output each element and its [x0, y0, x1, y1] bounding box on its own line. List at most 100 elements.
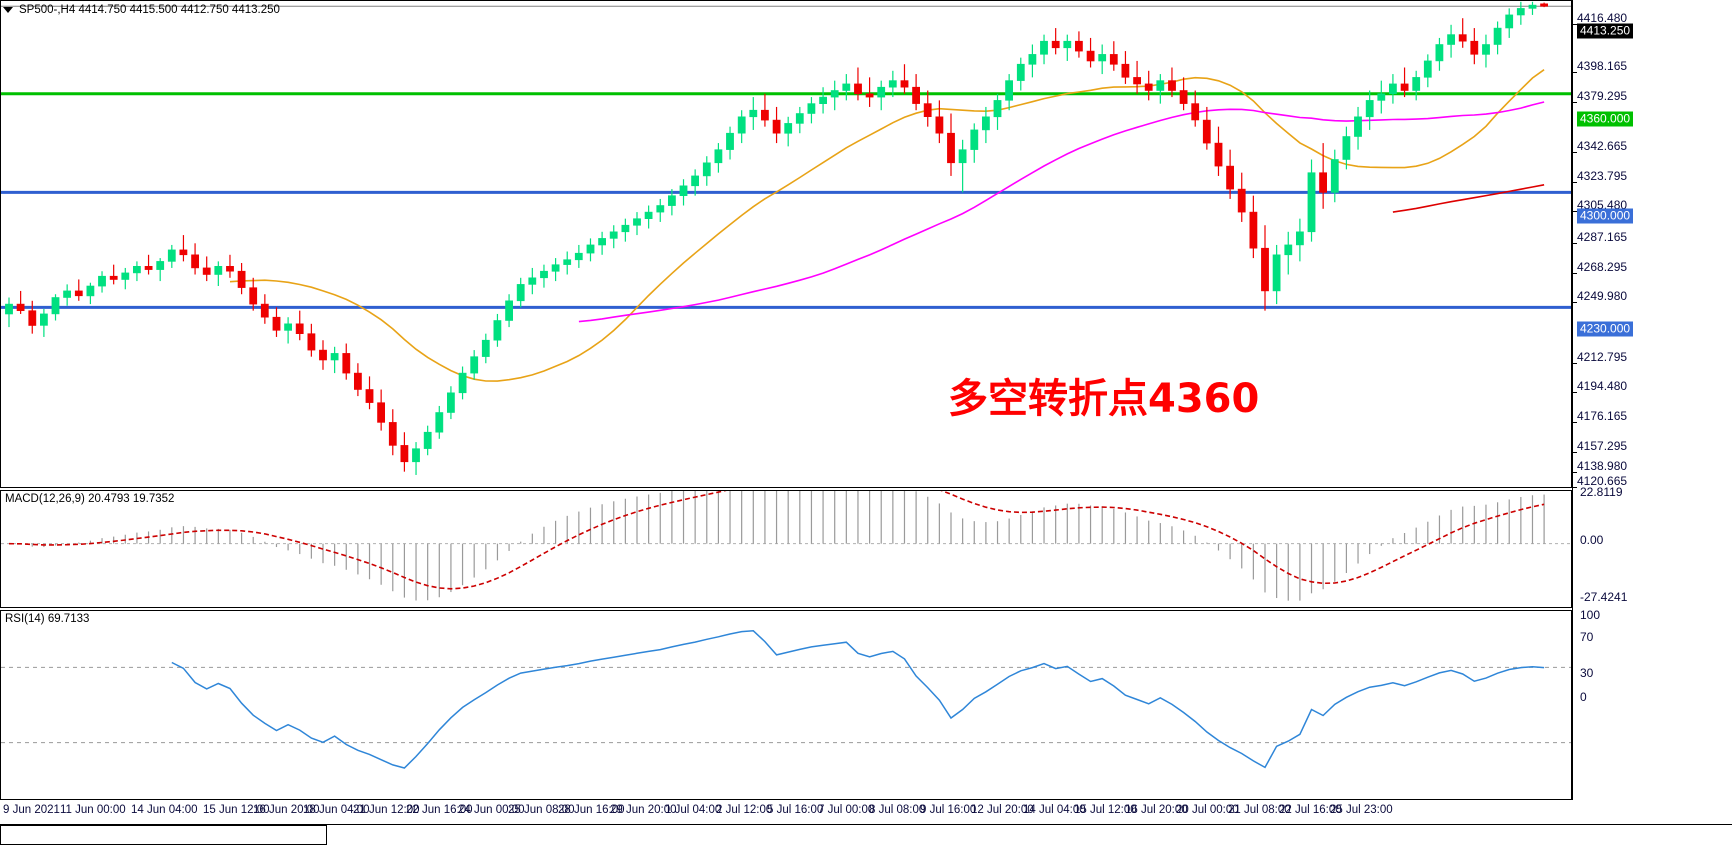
rsi-axis-label-value: 30 [1580, 666, 1594, 680]
price-axis-label: 4249.980 [1573, 290, 1627, 308]
price-axis-label-value: 4268.295 [1577, 260, 1628, 274]
price-axis-label-value: 4120.665 [1577, 474, 1628, 488]
time-axis-label: 29 Jun 20:00 [610, 804, 677, 816]
price-axis-label-value: 4342.665 [1577, 139, 1628, 153]
price-axis-label: 4360.000 [1573, 111, 1634, 134]
time-axis-label: 16 Jun 20:00 [253, 804, 320, 816]
price-axis-label: 4268.295 [1573, 261, 1627, 279]
time-axis-label: 12 Jul 20:00 [971, 804, 1034, 816]
axis-tick [1573, 472, 1577, 473]
price-axis-label: 4413.250 [1573, 23, 1634, 46]
scrollbar-thumb[interactable] [0, 825, 327, 845]
macd-indicator-label: MACD(12,26,9) 20.4793 19.7352 [5, 493, 175, 505]
time-axis-label: 2 Jul 12:00 [716, 804, 773, 816]
time-axis-label: 15 Jul 12:00 [1074, 804, 1137, 816]
price-axis-label-value: 4157.295 [1577, 439, 1628, 453]
rsi-axis-label: 70 [1573, 631, 1593, 649]
time-axis-label: 9 Jul 16:00 [920, 804, 977, 816]
time-axis-label: 25 Jul 23:00 [1330, 804, 1393, 816]
time-axis[interactable]: 9 Jun 2021 11 Jun 00:00 14 Jun 04:00 15 Jun… [0, 800, 1732, 822]
chart-title-bar: SP500-,H4 4414.750 4415.500 4412.750 441… [3, 3, 280, 17]
axis-tick [1573, 452, 1577, 453]
rsi-axis-label-value: 100 [1580, 608, 1601, 622]
price-axis-label: 4176.165 [1573, 410, 1627, 428]
price-axis-label: 4212.795 [1573, 351, 1627, 369]
price-axis-label-value: 4249.980 [1577, 289, 1628, 303]
time-axis-label: 15 Jun 12:00 [203, 804, 270, 816]
price-axis-label: 4287.165 [1573, 231, 1627, 249]
price-axis-label-value: 4194.480 [1577, 379, 1628, 393]
rsi-axis-label-value: 70 [1580, 630, 1594, 644]
price-axis-label-value: 4138.980 [1577, 459, 1628, 473]
macd-axis-label-value: -27.4241 [1580, 590, 1628, 604]
time-axis-label: 8 Jul 08:00 [869, 804, 926, 816]
axis-tick [1573, 102, 1577, 103]
time-axis-label: 24 Jun 00:00 [458, 804, 525, 816]
price-axis-label-value: 4230.000 [1577, 321, 1634, 337]
time-axis-label: 20 Jul 00:00 [1176, 804, 1239, 816]
rsi-axis-label: 30 [1573, 667, 1593, 685]
axis-tick [1573, 392, 1577, 393]
axis-tick [1573, 152, 1577, 153]
time-axis-label: 5 Jul 16:00 [767, 804, 824, 816]
price-axis-label-value: 4300.000 [1577, 208, 1634, 224]
price-axis-label: 4138.980 [1573, 460, 1627, 478]
axis-tick [1573, 487, 1577, 488]
rsi-chart-svg [1, 630, 1571, 769]
axis-tick [1573, 211, 1577, 212]
price-axis-label: 4342.665 [1573, 140, 1627, 158]
macd-axis-label: 22.8119 [1573, 486, 1623, 504]
price-axis-label-value: 4176.165 [1577, 409, 1628, 423]
time-axis-label: 16 Jul 20:00 [1125, 804, 1188, 816]
time-axis-label: 18 Jun 04:00 [303, 804, 370, 816]
axis-tick [1573, 422, 1577, 423]
rsi-panel[interactable] [0, 610, 1572, 800]
price-axis-label-value: 4305.480 [1577, 198, 1628, 212]
axis-tick [1573, 72, 1577, 73]
macd-axis-label: 0.00 [1573, 534, 1603, 552]
time-axis-label: 14 Jul 04:00 [1023, 804, 1086, 816]
price-axis-label-value: 4416.480 [1577, 11, 1628, 25]
time-axis-label: 22 Jul 16:00 [1279, 804, 1342, 816]
rsi-axis-label-value: 0 [1580, 690, 1587, 704]
time-axis-label: 14 Jun 04:00 [131, 804, 198, 816]
price-axis-label-value: 4398.165 [1577, 59, 1628, 73]
time-axis-label: 25 Jun 08:00 [508, 804, 575, 816]
price-axis-label: 4230.000 [1573, 321, 1634, 344]
price-axis-label-value: 4287.165 [1577, 230, 1628, 244]
price-chart-panel[interactable] [0, 0, 1572, 488]
axis-tick [1573, 182, 1577, 183]
macd-axis-label: -27.4241 [1573, 591, 1627, 609]
rsi-axis-label: 0 [1573, 691, 1587, 709]
time-axis-label: 22 Jun 16:00 [406, 804, 473, 816]
time-axis-label: 1 Jul 04:00 [665, 804, 722, 816]
time-axis-label: 21 Jul 08:00 [1228, 804, 1291, 816]
axis-tick [1573, 243, 1577, 244]
axis-tick [1573, 24, 1577, 25]
time-axis-label: 28 Jun 16:00 [558, 804, 625, 816]
rsi-indicator-label: RSI(14) 69.7133 [5, 613, 90, 625]
price-axis-label-value: 4360.000 [1577, 111, 1634, 127]
chart-annotation-text: 多空转折点4360 [948, 376, 1260, 422]
symbol-ohlc-label: SP500-,H4 4414.750 4415.500 4412.750 441… [19, 4, 280, 16]
price-axis-label: 4194.480 [1573, 380, 1627, 398]
price-axis-label-value: 4323.795 [1577, 169, 1628, 183]
price-axis-label: 4300.000 [1573, 208, 1634, 231]
time-axis-label: 21 Jun 12:00 [353, 804, 420, 816]
macd-panel[interactable] [0, 490, 1572, 608]
price-axis-label: 4305.480 [1573, 199, 1627, 217]
price-axis-panel[interactable]: 4416.480 4413.250 4398.165 4379.295 4360.000… [1572, 0, 1732, 800]
horizontal-scrollbar[interactable] [0, 824, 1732, 845]
macd-chart-svg [1, 491, 1571, 601]
price-axis-label: 4120.665 [1573, 475, 1627, 493]
price-axis-label-value: 4379.295 [1577, 89, 1628, 103]
time-axis-label: 7 Jul 00:00 [818, 804, 875, 816]
price-axis-label-value: 4212.795 [1577, 350, 1628, 364]
price-axis-label: 4416.480 [1573, 12, 1627, 30]
axis-tick [1573, 363, 1577, 364]
macd-axis-label-value: 0.00 [1580, 533, 1604, 547]
axis-tick [1573, 302, 1577, 303]
price-axis-label: 4157.295 [1573, 440, 1627, 458]
triangle-down-icon[interactable] [3, 7, 13, 13]
